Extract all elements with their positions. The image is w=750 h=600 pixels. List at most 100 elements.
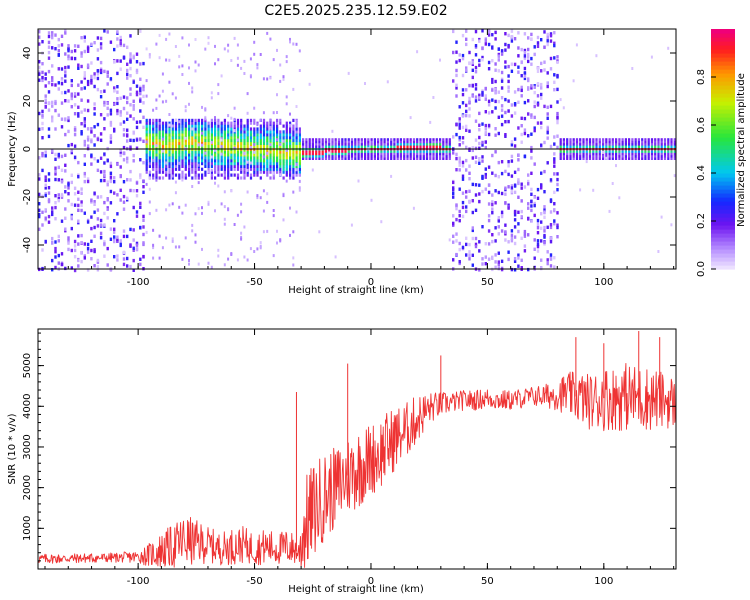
spectrogram-cell: [605, 145, 608, 148]
spectrogram-cell: [233, 121, 236, 125]
spectrogram-cell: [523, 100, 527, 105]
spectrogram-cell: [181, 211, 184, 215]
spectrogram-cell: [230, 164, 233, 168]
spectrogram-cell: [119, 148, 122, 152]
spectrogram-cell: [165, 156, 168, 160]
spectrogram-cell: [116, 85, 119, 89]
spectrogram-cell: [634, 150, 637, 153]
spectrogram-cell: [129, 74, 132, 78]
spectrogram-cell: [409, 145, 412, 148]
spectrogram-cell: [64, 65, 67, 70]
spectrogram-cell: [670, 140, 673, 144]
spectrogram-cell: [132, 107, 135, 111]
spectrogram-cell: [178, 173, 181, 177]
spectrogram-cell: [517, 222, 520, 226]
spectrogram-cell: [458, 126, 461, 130]
spectrogram-cell: [605, 143, 608, 146]
spectrogram-cell: [106, 106, 109, 110]
spectrogram-cell: [96, 265, 100, 269]
spectrogram-cell: [135, 146, 139, 150]
spectrogram-cell: [122, 234, 126, 239]
spectrogram-cell: [181, 257, 184, 261]
spectrogram-cell: [305, 152, 308, 156]
spectrogram-cell: [530, 86, 533, 90]
spectrogram-cell: [285, 133, 288, 137]
spectrogram-cell: [178, 164, 181, 168]
spectrogram-cell: [174, 167, 178, 171]
spectrogram-cell: [468, 257, 471, 261]
spectrogram-cell: [83, 171, 86, 176]
spectrogram-cell: [445, 157, 448, 160]
spectrogram-cell: [461, 164, 465, 168]
spectrogram-cell: [285, 60, 288, 64]
spectrogram-cell: [168, 32, 171, 36]
spectrogram-cell: [282, 176, 285, 180]
spectrogram-cell: [302, 150, 305, 153]
spectrogram-cell: [393, 150, 396, 153]
spectrogram-cell: [210, 91, 213, 95]
spectrogram-cell: [344, 152, 347, 156]
spectrogram-cell: [520, 74, 523, 78]
spectrogram-cell: [579, 155, 582, 158]
spectrogram-cell: [663, 140, 667, 144]
spectrogram-cell: [572, 152, 575, 156]
spectrogram-cell: [347, 138, 350, 141]
spectrogram-cell: [350, 143, 354, 146]
spectrogram-cell: [399, 140, 402, 144]
spectrogram-cell: [145, 121, 148, 125]
spectrogram-cell: [51, 240, 54, 245]
spectrogram-cell: [354, 152, 357, 156]
spectrogram-cell: [204, 133, 207, 137]
spectrogram-cell: [605, 150, 608, 153]
spectrogram-cell: [93, 234, 96, 238]
spectrogram-cell: [435, 152, 438, 156]
spectrogram-cell: [227, 43, 230, 47]
spectrogram-cell: [530, 132, 533, 136]
spectrogram-cell: [152, 164, 155, 168]
spectrogram-cell: [174, 153, 178, 157]
spectrogram-cell: [246, 118, 249, 122]
spectrogram-cell: [139, 77, 142, 81]
spectrogram-cell: [660, 150, 663, 153]
spectrogram-cell: [295, 138, 298, 143]
spectrogram-cell: [406, 150, 409, 153]
spectrogram-cell: [240, 202, 243, 206]
spectrogram-cell: [249, 176, 253, 180]
spectrogram-cell: [588, 143, 592, 146]
spectrogram-cell: [562, 106, 565, 110]
spectrogram-cell: [99, 60, 103, 65]
spectrogram-cell: [341, 152, 344, 156]
spectrogram-cell: [523, 56, 527, 60]
spectrogram-cell: [663, 143, 667, 146]
spectrogram-cell: [523, 249, 527, 253]
spectrogram-cell: [60, 43, 64, 47]
spectrogram-cell: [171, 156, 174, 160]
spectrogram-cell: [243, 176, 246, 180]
spectrogram-cell: [77, 114, 80, 118]
spectrogram-cell: [44, 175, 47, 179]
spectrogram-cell: [188, 164, 191, 168]
spectrogram-cell: [145, 133, 148, 137]
spectrogram-cell: [527, 87, 530, 91]
spectrogram-cell: [403, 140, 406, 144]
colorbar-band: [711, 113, 735, 118]
spectrogram-cell: [165, 159, 168, 163]
spectrogram-cell: [540, 226, 543, 230]
spectrogram-cell: [161, 137, 164, 141]
spectrogram-cell: [637, 150, 640, 153]
spectrogram-cell: [569, 145, 572, 148]
spectrogram-cell: [491, 233, 494, 237]
spectrogram-cell: [644, 152, 647, 156]
spectrogram-cell: [152, 130, 155, 134]
spectrogram-cell: [220, 138, 223, 142]
snr-y-tick-label: 2000: [22, 475, 33, 500]
spectrogram-cell: [412, 206, 415, 210]
spectrogram-cell: [487, 67, 491, 71]
spectrogram-cell: [191, 176, 194, 180]
spectrogram-cell: [86, 268, 90, 272]
spectrogram-cell: [289, 156, 292, 160]
spectrogram-cell: [575, 143, 579, 146]
spectrogram-cell: [253, 170, 256, 174]
spectrogram-cell: [122, 145, 126, 150]
